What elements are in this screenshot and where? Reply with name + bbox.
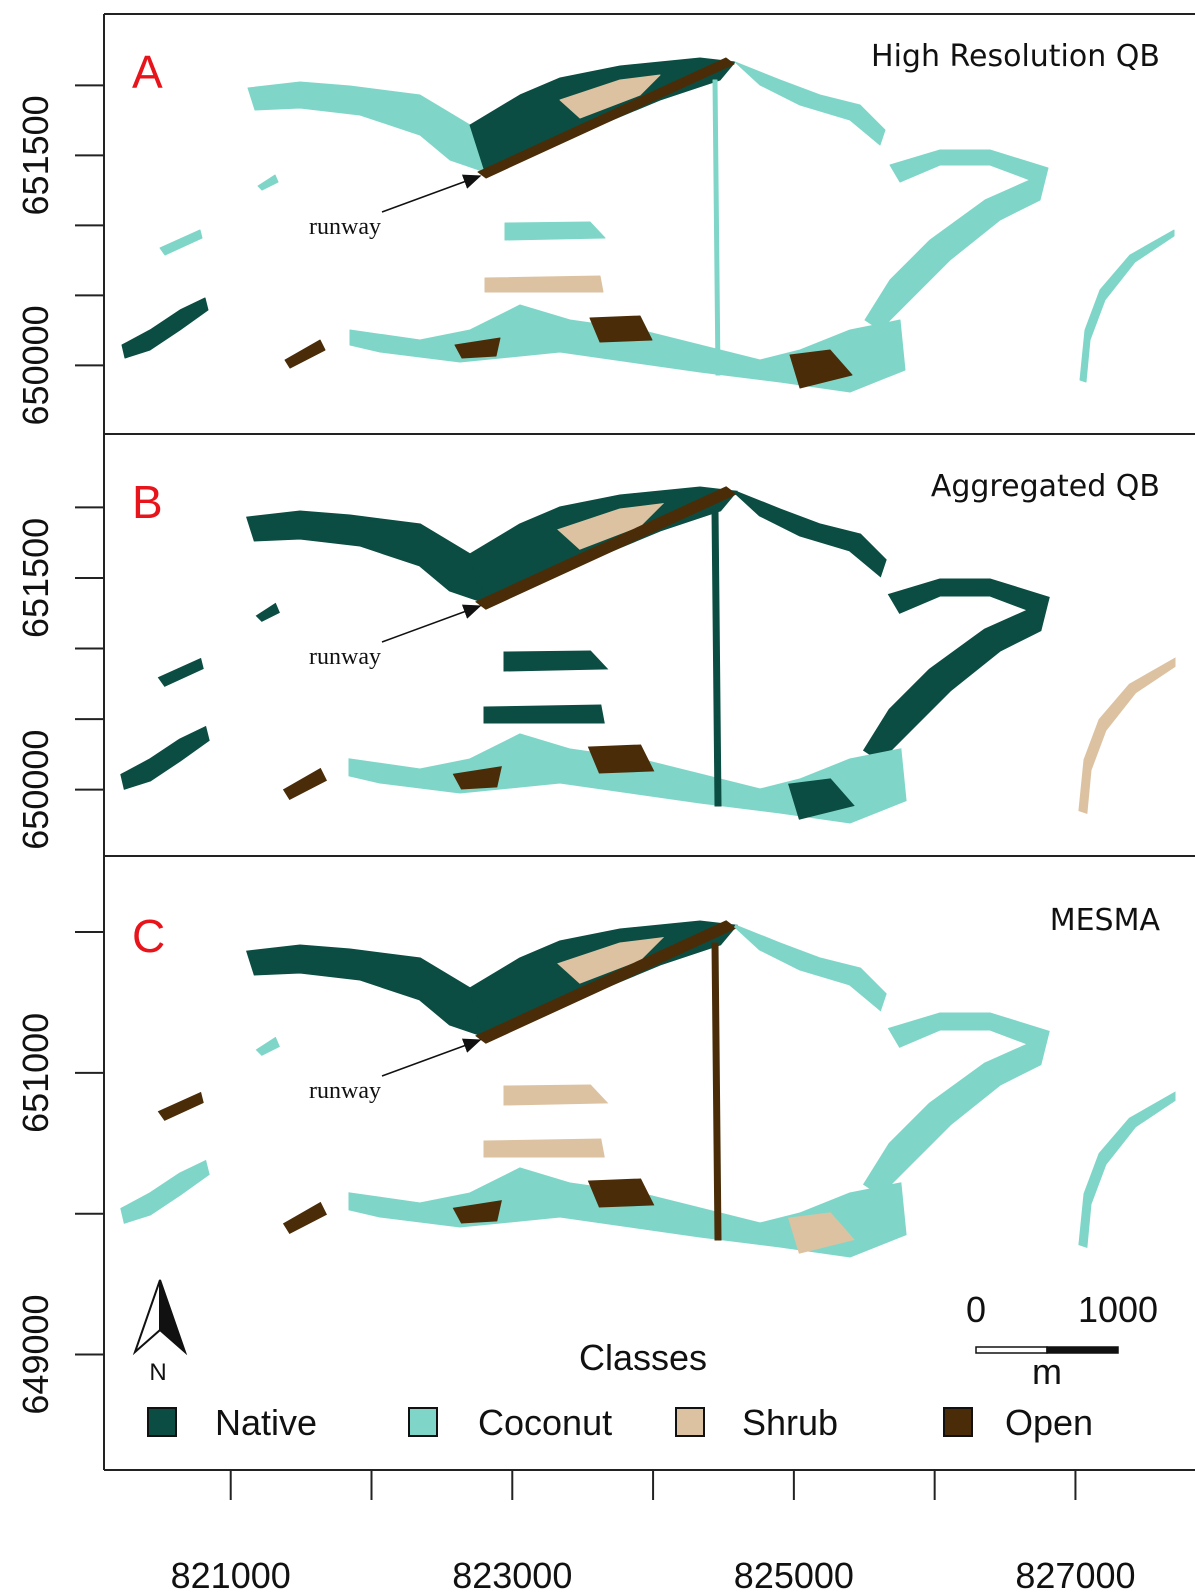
panel-title: Aggregated QB [931, 469, 1160, 504]
y-tick-label: 651500 [15, 518, 56, 638]
land-patch [477, 57, 735, 179]
north-label: N [149, 1359, 166, 1386]
land-patch [159, 229, 203, 256]
panel-title: High Resolution QB [871, 39, 1160, 74]
scale-bar: 0 1000 m [966, 1289, 1158, 1392]
map-panel [120, 920, 1176, 1258]
panel-title: MESMA [1050, 903, 1161, 938]
runway-annotation: runway [309, 214, 381, 240]
land-patch [559, 74, 661, 119]
land-patch [711, 942, 722, 1241]
land-patch [864, 149, 1049, 331]
land-patch [503, 650, 609, 672]
land-patch [246, 510, 488, 605]
scale-unit: m [1032, 1351, 1062, 1392]
panel-label: A [132, 46, 163, 98]
map-panel [120, 486, 1176, 824]
frame [103, 13, 1195, 1471]
land-patch [483, 704, 605, 724]
panel-label: B [132, 476, 163, 528]
land-patch [587, 744, 655, 774]
legend-label: Native [215, 1402, 317, 1443]
land-patch [734, 61, 886, 146]
scale-label: 0 [966, 1289, 986, 1330]
land-cover [120, 486, 1176, 824]
land-patch [348, 1167, 907, 1258]
land-patch [788, 1212, 855, 1254]
y-tick-label: 651000 [15, 1013, 56, 1133]
land-patch [255, 1036, 280, 1056]
land-patch [475, 486, 737, 610]
land-patch [1078, 1091, 1176, 1249]
land-patch [348, 733, 907, 824]
legend-swatch [408, 1407, 438, 1437]
land-patch [257, 174, 279, 191]
land-patch [452, 766, 502, 790]
land-patch [1079, 229, 1175, 383]
x-tick-label: 827000 [1015, 1555, 1135, 1596]
legend-swatch [675, 1407, 705, 1437]
scale-label: 1000 [1078, 1289, 1158, 1330]
map-panel [121, 57, 1175, 393]
legend-swatch [943, 1407, 973, 1437]
land-patch [587, 1178, 655, 1208]
land-patch [712, 79, 721, 376]
land-patch [557, 502, 665, 550]
land-patch [121, 297, 209, 359]
land-patch [733, 490, 887, 578]
x-tick-label: 825000 [734, 1555, 854, 1596]
land-patch [862, 1012, 1050, 1196]
land-patch [255, 602, 280, 622]
annotation-arrow [381, 174, 482, 213]
land-patch [452, 1200, 502, 1224]
panel-label: C [132, 910, 165, 962]
y-tick-label: 649000 [15, 1294, 56, 1414]
land-patch [120, 725, 210, 790]
runway-annotation: runway [309, 644, 381, 670]
land-patch [349, 304, 906, 393]
land-patch [711, 508, 722, 807]
land-patch [504, 221, 606, 241]
land-patch [120, 1159, 210, 1224]
legend-label: Shrub [742, 1402, 838, 1443]
annotation-arrow [381, 604, 482, 643]
north-arrow: N [132, 1279, 188, 1386]
land-cover [121, 57, 1175, 393]
land-patch [483, 1138, 605, 1158]
land-patch [246, 944, 488, 1039]
land-patch [1078, 657, 1176, 815]
land-patch [157, 1091, 204, 1121]
legend-title: Classes [579, 1337, 707, 1378]
land-patch [475, 920, 737, 1044]
land-patch [503, 1084, 609, 1106]
legend-label: Open [1005, 1402, 1093, 1443]
legend-swatch [147, 1407, 177, 1437]
land-patch [589, 315, 653, 343]
land-patch [284, 339, 326, 369]
land-patch [282, 767, 328, 800]
x-tick-label: 823000 [452, 1555, 572, 1596]
land-patch [454, 337, 501, 359]
runway-annotation: runway [309, 1078, 381, 1104]
land-patch [862, 578, 1050, 762]
land-patch [282, 1201, 328, 1234]
land-patch [733, 924, 887, 1012]
annotation-arrow [381, 1038, 482, 1077]
legend-label: Coconut [478, 1402, 612, 1443]
y-tick-label: 650000 [15, 730, 56, 850]
y-tick-label: 651500 [15, 95, 56, 215]
land-patch [789, 349, 853, 389]
land-cover [120, 920, 1176, 1258]
land-patch [247, 81, 486, 173]
y-tick-label: 650000 [15, 305, 56, 425]
land-patch [484, 275, 604, 293]
x-tick-label: 821000 [171, 1555, 291, 1596]
land-patch [557, 936, 665, 984]
land-patch [157, 657, 204, 687]
land-patch [788, 778, 855, 820]
